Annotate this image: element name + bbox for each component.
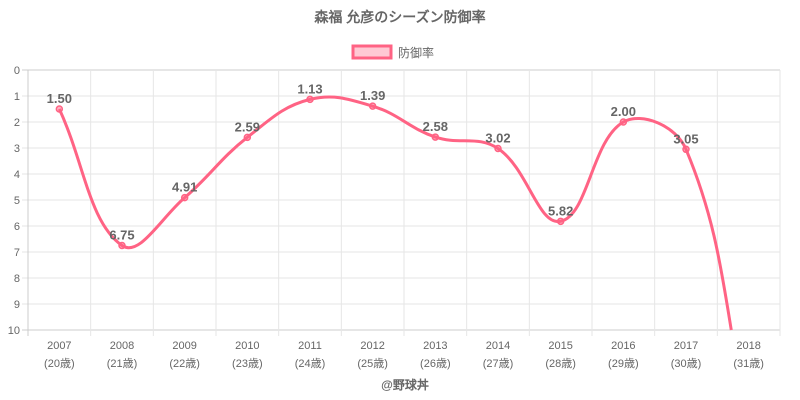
x-tick-label: 2009 — [172, 340, 196, 352]
x-tick-sublabel: (22歳) — [169, 357, 200, 370]
data-label: 1.50 — [47, 91, 72, 106]
y-tick-label: 4 — [14, 169, 20, 181]
data-point — [619, 118, 628, 126]
x-tick-sublabel: (31歳) — [733, 357, 764, 370]
data-label: 3.02 — [485, 131, 510, 146]
x-tick-sublabel: (21歳) — [107, 357, 138, 370]
data-label: 1.39 — [360, 88, 385, 103]
x-tick-sublabel: (29歳) — [608, 357, 639, 370]
x-tick-sublabel: (30歳) — [671, 357, 702, 370]
x-tick-sublabel: (28歳) — [545, 357, 576, 370]
era-line — [57, 95, 733, 331]
data-point — [682, 145, 690, 154]
x-tick-sublabel: (27歳) — [483, 357, 514, 370]
chart-title: 森福 允彦のシーズン防御率 — [314, 9, 485, 25]
legend-label: 防御率 — [398, 45, 434, 60]
x-tick-label: 2012 — [360, 340, 384, 352]
data-label: 5.82 — [548, 203, 573, 218]
x-tick-sublabel: (23歳) — [232, 357, 263, 370]
y-tick-label: 9 — [14, 299, 20, 311]
x-tick-label: 2007 — [47, 340, 71, 352]
data-label: 4.91 — [172, 180, 197, 195]
x-tick-sublabel: (26歳) — [420, 357, 451, 370]
y-tick-label: 6 — [14, 221, 20, 233]
data-point — [556, 217, 565, 226]
x-tick-label: 2018 — [736, 340, 760, 352]
data-label: 2.59 — [235, 119, 260, 134]
x-tick-sublabel: (20歳) — [44, 357, 75, 370]
y-tick-label: 5 — [14, 195, 20, 207]
x-tick-label: 2016 — [611, 340, 635, 352]
data-point — [180, 193, 189, 202]
data-label: 1.13 — [297, 81, 322, 96]
x-tick-sublabel: (25歳) — [357, 357, 388, 370]
y-tick-label: 2 — [14, 117, 20, 129]
y-tick-label: 8 — [14, 273, 20, 285]
x-tick-label: 2011 — [298, 340, 322, 352]
data-point — [494, 144, 502, 153]
y-tick-label: 7 — [14, 247, 20, 259]
data-point — [243, 133, 252, 142]
data-label: 6.75 — [109, 228, 134, 243]
x-tick-label: 2010 — [235, 340, 259, 352]
data-point — [55, 105, 64, 113]
y-tick-label: 0 — [14, 65, 20, 77]
series-group — [55, 95, 733, 331]
data-label: 3.05 — [673, 131, 698, 146]
x-tick-label: 2015 — [548, 340, 572, 352]
y-tick-label: 1 — [14, 91, 20, 103]
y-tick-label: 10 — [8, 325, 20, 337]
data-point — [368, 102, 377, 110]
x-tick-label: 2014 — [486, 340, 510, 352]
y-tick-label: 3 — [14, 143, 20, 155]
data-point — [431, 133, 440, 141]
x-tick-label: 2008 — [110, 340, 134, 352]
x-tick-label: 2013 — [423, 340, 447, 352]
data-point — [306, 95, 314, 104]
data-point — [118, 241, 126, 250]
chart-footer: @野球丼 — [381, 377, 429, 392]
x-tick-sublabel: (24歳) — [295, 357, 326, 370]
legend[interactable]: 防御率 — [351, 44, 434, 60]
data-label: 2.58 — [423, 119, 448, 134]
data-label: 2.00 — [611, 104, 636, 119]
legend-swatch — [351, 44, 393, 60]
x-tick-label: 2017 — [674, 340, 698, 352]
